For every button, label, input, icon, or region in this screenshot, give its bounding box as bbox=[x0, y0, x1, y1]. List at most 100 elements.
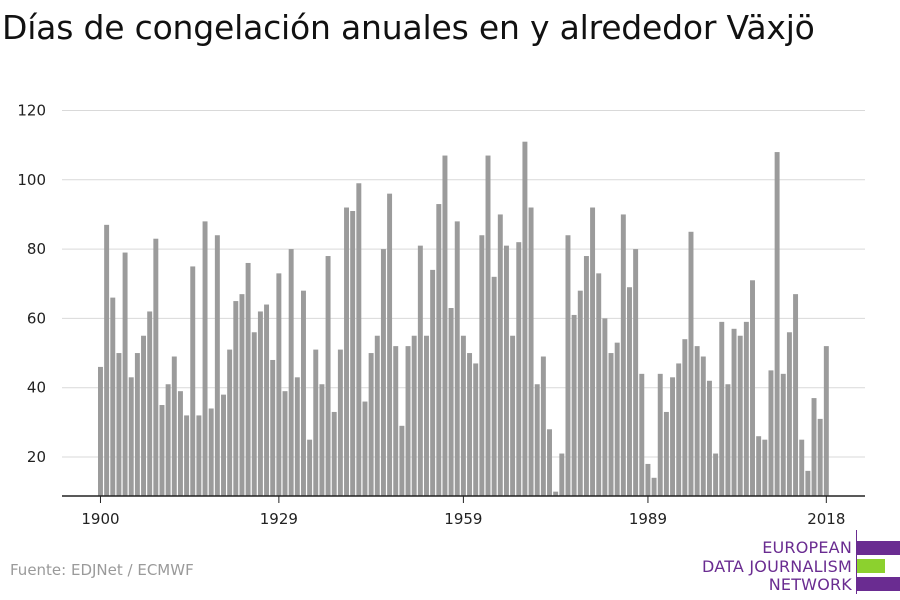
logo-line-2: DATA JOURNALISM bbox=[702, 557, 852, 576]
bar-1961 bbox=[473, 363, 479, 496]
bar-2010 bbox=[774, 152, 780, 496]
bar-2012 bbox=[786, 332, 792, 496]
bar-1970 bbox=[528, 207, 534, 496]
bar-2014 bbox=[799, 439, 805, 496]
bar-1985 bbox=[620, 214, 626, 496]
x-tick-label: 1929 bbox=[260, 510, 298, 528]
bar-1909 bbox=[153, 238, 159, 496]
bar-1935 bbox=[313, 349, 319, 496]
bar-1973 bbox=[547, 429, 552, 496]
bar-1925 bbox=[251, 332, 257, 496]
bar-1980 bbox=[590, 207, 596, 496]
bar-1962 bbox=[479, 235, 485, 497]
bar-2013 bbox=[793, 294, 799, 496]
bar-2018 bbox=[823, 346, 829, 496]
bar-1982 bbox=[602, 318, 608, 496]
y-tick-label: 120 bbox=[17, 102, 46, 120]
bar-1926 bbox=[257, 311, 263, 496]
bar-1933 bbox=[300, 290, 306, 496]
y-tick-label: 20 bbox=[27, 448, 46, 466]
bar-1902 bbox=[110, 297, 116, 496]
bar-1988 bbox=[639, 373, 645, 496]
bar-1906 bbox=[134, 353, 140, 496]
bar-1991 bbox=[657, 373, 663, 496]
bar-1998 bbox=[700, 356, 706, 496]
bar-1946 bbox=[380, 249, 386, 496]
bar-1944 bbox=[368, 353, 374, 496]
bar-1989 bbox=[645, 463, 651, 496]
bar-1923 bbox=[239, 294, 245, 496]
bar-1930 bbox=[282, 391, 288, 496]
x-tick-label: 1989 bbox=[629, 510, 667, 528]
bar-1917 bbox=[202, 221, 208, 496]
bars bbox=[98, 141, 829, 497]
bar-1990 bbox=[651, 477, 657, 496]
logo-bar-purple-1 bbox=[857, 541, 900, 555]
bar-1900 bbox=[98, 366, 103, 496]
bar-1907 bbox=[141, 335, 147, 496]
bar-2003 bbox=[731, 328, 737, 496]
bar-1941 bbox=[350, 210, 356, 497]
x-tick-label: 1959 bbox=[444, 510, 482, 528]
x-tick-label: 2018 bbox=[807, 510, 845, 528]
bar-1977 bbox=[571, 314, 577, 496]
bar-1943 bbox=[362, 401, 368, 496]
bar-1992 bbox=[663, 411, 669, 496]
bar-1963 bbox=[485, 155, 491, 497]
bar-1948 bbox=[393, 346, 399, 496]
bar-1934 bbox=[307, 439, 313, 496]
bar-2005 bbox=[743, 321, 749, 496]
bar-1908 bbox=[147, 311, 153, 496]
bar-1956 bbox=[442, 155, 448, 497]
bar-1960 bbox=[467, 353, 473, 496]
bar-1979 bbox=[583, 256, 589, 496]
bar-2001 bbox=[719, 321, 725, 496]
bar-1936 bbox=[319, 384, 325, 496]
bar-1913 bbox=[177, 391, 183, 496]
bar-1959 bbox=[460, 335, 466, 496]
bar-2015 bbox=[805, 470, 811, 496]
bar-1947 bbox=[387, 193, 393, 496]
bar-2002 bbox=[725, 384, 731, 496]
bar-1932 bbox=[294, 377, 300, 496]
bar-1964 bbox=[491, 276, 497, 496]
bar-1954 bbox=[430, 269, 436, 496]
logo-line-1: EUROPEAN bbox=[762, 538, 852, 557]
bar-1995 bbox=[682, 339, 688, 496]
bar-1975 bbox=[559, 453, 565, 496]
bar-1958 bbox=[454, 221, 460, 496]
bar-2000 bbox=[713, 453, 719, 496]
bar-1924 bbox=[245, 262, 251, 496]
bar-1916 bbox=[196, 415, 202, 496]
bar-1955 bbox=[436, 204, 442, 496]
bar-1968 bbox=[516, 242, 522, 496]
bar-1984 bbox=[614, 342, 620, 496]
bar-1987 bbox=[633, 249, 639, 496]
bar-1927 bbox=[264, 304, 270, 496]
logo-line-3: NETWORK bbox=[768, 575, 852, 594]
bar-1919 bbox=[214, 235, 220, 497]
bar-1905 bbox=[128, 377, 134, 496]
chart-title: Días de congelación anuales en y alreded… bbox=[2, 8, 815, 47]
bar-2008 bbox=[762, 439, 768, 496]
bar-1981 bbox=[596, 273, 602, 496]
bar-1949 bbox=[399, 425, 405, 496]
bar-1969 bbox=[522, 141, 528, 496]
y-tick-label: 40 bbox=[27, 379, 46, 397]
bar-1914 bbox=[184, 415, 190, 496]
y-tick-label: 80 bbox=[27, 240, 46, 258]
bar-2004 bbox=[737, 335, 743, 496]
bar-1938 bbox=[331, 411, 337, 496]
bar-1952 bbox=[417, 245, 423, 496]
bar-1942 bbox=[356, 183, 362, 496]
edjnet-logo: EUROPEAN DATA JOURNALISM NETWORK bbox=[700, 530, 900, 600]
bar-1974 bbox=[553, 491, 559, 496]
bar-2016 bbox=[811, 398, 817, 496]
bar-1901 bbox=[104, 224, 110, 496]
logo-bar-green bbox=[857, 559, 885, 573]
bar-2009 bbox=[768, 370, 774, 497]
bar-1999 bbox=[706, 380, 712, 496]
bar-1921 bbox=[227, 349, 233, 496]
bar-1976 bbox=[565, 235, 571, 497]
